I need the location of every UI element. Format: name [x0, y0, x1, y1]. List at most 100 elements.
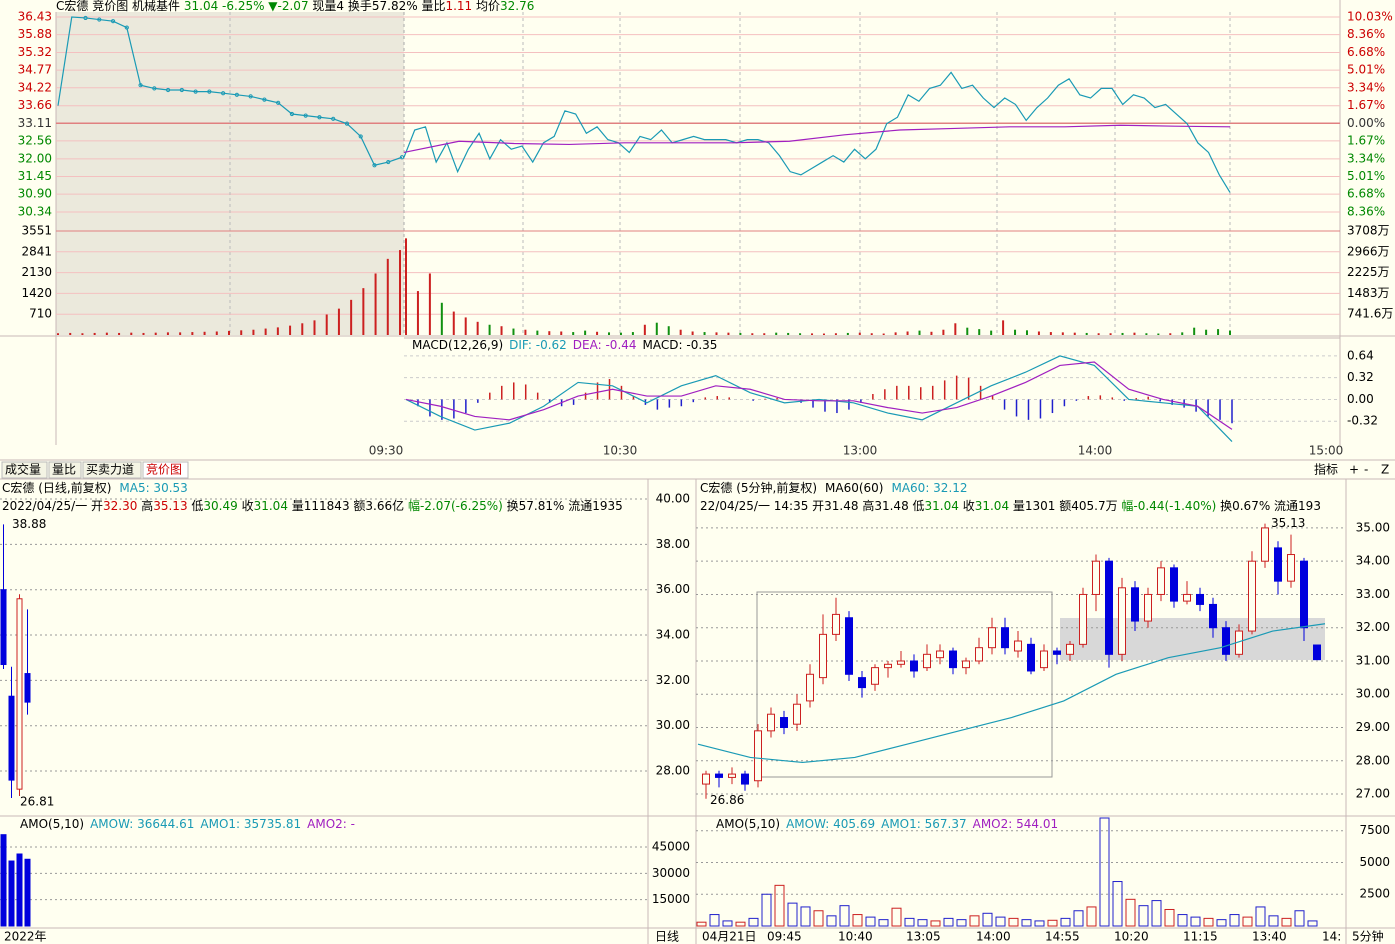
y-tick-label: 34.22: [18, 80, 52, 94]
text-part: 收: [959, 499, 975, 513]
candle-body: [793, 703, 801, 725]
amo-bar: [1242, 916, 1253, 927]
y-tick-label: 31.00: [1356, 653, 1390, 667]
amo-bar: [1112, 881, 1123, 927]
candle-body: [1196, 593, 1204, 605]
text-part: 32.30: [103, 499, 137, 513]
amo-bar: [1073, 910, 1084, 927]
time-label: 10:20: [1114, 930, 1149, 944]
x-label: 2022年: [4, 930, 47, 944]
quote-info: 22/04/25/一 14:35 开31.48 高31.48 低31.04 收3…: [700, 498, 1321, 513]
auction-dot: [193, 89, 198, 94]
y-tick-label: 3551: [21, 224, 52, 238]
text-part: ▼-2.07: [264, 0, 308, 13]
volume-bar: [978, 329, 981, 335]
text-part: 均价: [472, 0, 500, 13]
tab-label[interactable]: 竞价图: [146, 463, 182, 477]
y-tick-label: 45000: [652, 839, 690, 853]
tab-label[interactable]: 成交量: [5, 462, 41, 477]
candle-body: [988, 627, 996, 649]
auction-volume-bar: [130, 332, 133, 335]
volume-bar: [1085, 332, 1088, 335]
candle-body: [845, 617, 853, 675]
amo-bar: [1151, 900, 1162, 927]
tab[interactable]: [82, 461, 142, 479]
title: C宏德 (日线,前复权): [2, 480, 111, 495]
amo-header: AMO(5,10) AMOW: 405.69 AMO1: 567.37 AMO2: 5…: [716, 817, 1058, 831]
macd-part: MACD: -0.35: [643, 338, 718, 352]
candle-body: [1014, 640, 1022, 652]
y-tick-label: 35.00: [1356, 520, 1390, 534]
y-tick-label: 34.77: [18, 63, 52, 77]
text-part: C宏德: [56, 0, 88, 13]
button[interactable]: 指标: [1314, 462, 1338, 477]
volume-bar: [727, 332, 730, 335]
amo-bar: [1190, 916, 1201, 927]
y-tick-label: 29.00: [1356, 720, 1390, 734]
auction-dot: [372, 163, 377, 168]
tab[interactable]: [48, 461, 82, 479]
volume-bar: [667, 326, 670, 335]
button[interactable]: +: [1349, 463, 1359, 477]
auction-line: [57, 16, 403, 166]
tab[interactable]: [1, 461, 48, 479]
tab-label[interactable]: 买卖力道: [86, 463, 134, 477]
auction-volume-bar: [69, 332, 72, 335]
auction-volume-bar: [374, 273, 377, 335]
time-label: 14:00: [1078, 444, 1113, 458]
amo-bar: [24, 858, 31, 927]
candle-body: [975, 647, 983, 662]
auction-volume-bar: [289, 325, 292, 335]
volume-bar: [512, 328, 515, 335]
volume-bar: [1109, 333, 1112, 335]
time-label: 13:40: [1252, 930, 1287, 944]
auction-volume-bar: [118, 332, 121, 335]
text-part: 31.04: [925, 499, 959, 513]
avg-line: [403, 124, 1231, 154]
y-tick-label: 2841: [21, 244, 52, 258]
auction-dot: [248, 94, 253, 99]
candle-body: [910, 660, 918, 672]
macd-part: MACD(12,26,9): [412, 338, 503, 352]
auction-dot: [138, 83, 143, 88]
volume-bar: [1049, 332, 1052, 335]
text-part: 量111843 额3.66亿: [288, 498, 408, 513]
amo-header: AMO(5,10) AMOW: 36644.61 AMO1: 35735.81 AMO…: [20, 817, 355, 831]
candle-body: [1092, 560, 1100, 595]
volume-bar: [1193, 327, 1196, 335]
candle-body: [1118, 587, 1126, 655]
volume-bar: [488, 324, 491, 335]
amo-part: AMO1: 35735.81: [200, 817, 301, 831]
text-part: 现量: [309, 0, 337, 13]
button[interactable]: Z: [1381, 463, 1389, 477]
y-tick-label: 0.00: [1347, 392, 1374, 406]
amo-bar: [800, 906, 811, 927]
y-tick-label: 27.00: [1356, 787, 1390, 801]
time-label: 13:05: [906, 930, 941, 944]
volume-bar: [655, 322, 658, 335]
button[interactable]: -: [1364, 463, 1368, 477]
time-label: 09:30: [369, 444, 404, 458]
auction-volume-bar: [301, 323, 304, 335]
y2-tick-label: 10.03%: [1347, 10, 1393, 24]
auction-dot: [331, 116, 336, 121]
tab[interactable]: [142, 461, 189, 479]
candle-body: [1053, 650, 1061, 655]
volume-bar: [811, 333, 814, 335]
amo-bar: [761, 893, 772, 927]
text-part: 竞价图: [88, 0, 128, 13]
volume-bar: [572, 332, 575, 335]
auction-volume-bar: [154, 332, 157, 335]
candle-body: [897, 660, 905, 665]
y-tick-label: 34.00: [1356, 554, 1390, 568]
auction-volume-bar: [228, 330, 230, 335]
volume-bar: [775, 332, 778, 335]
candle-body: [884, 663, 892, 669]
y-tick-label: 33.66: [18, 98, 52, 112]
candle-body: [1248, 560, 1256, 632]
auction-dot: [124, 25, 129, 30]
candle-body: [936, 650, 944, 659]
volume-bar: [1169, 333, 1172, 335]
text-part: 换0.67% 流通193: [1216, 499, 1321, 513]
tab-label[interactable]: 量比: [52, 463, 76, 477]
